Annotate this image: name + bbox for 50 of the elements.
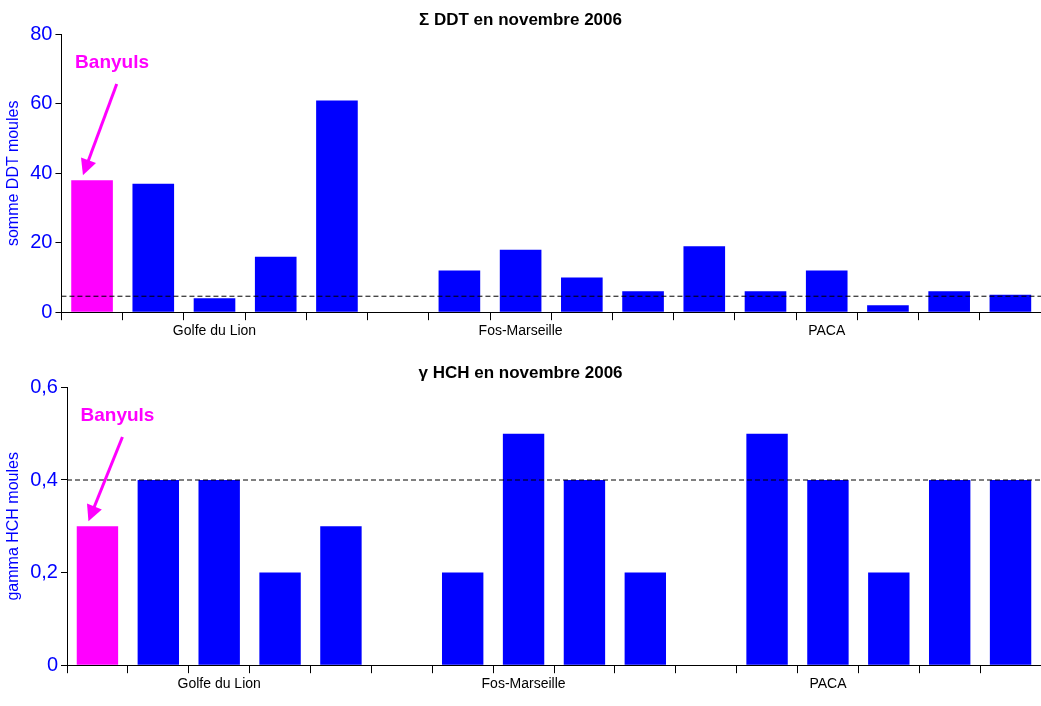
- bar: [320, 526, 362, 665]
- annotation: Banyuls: [80, 403, 155, 425]
- bar: [989, 294, 1032, 312]
- bar: [744, 291, 787, 312]
- bar: [928, 480, 971, 665]
- bar: [805, 270, 848, 312]
- y-tick-label: 80: [30, 21, 53, 44]
- bar: [807, 480, 849, 665]
- bar: [928, 291, 970, 312]
- bar: [438, 270, 481, 312]
- bar: [502, 433, 545, 665]
- bar: [683, 246, 726, 312]
- chart-title: Σ DDT en novembre 2006: [419, 9, 622, 29]
- x-tick-label: Golfe du Lion: [177, 675, 261, 692]
- bar: [989, 480, 1032, 665]
- y-tick-label: 0,6: [30, 374, 58, 397]
- bar: [622, 291, 664, 312]
- x-tick-label: PACA: [809, 675, 848, 692]
- bar: [193, 298, 236, 312]
- bar: [746, 433, 788, 665]
- bar: [254, 256, 297, 312]
- y-axis-title: somme DDT moules: [4, 100, 22, 247]
- y-tick-label: 0,4: [30, 467, 58, 490]
- y-tick-label: 0: [46, 652, 58, 675]
- bar: [76, 526, 119, 665]
- bar: [563, 480, 606, 665]
- y-axis-title: gamma HCH moules: [4, 452, 22, 601]
- x-tick-label: Fos-Marseille: [481, 675, 566, 692]
- y-tick-label: 40: [30, 160, 53, 183]
- annotation: Banyuls: [75, 50, 150, 72]
- bar: [198, 480, 240, 665]
- y-tick-label: 60: [30, 91, 53, 114]
- bar: [561, 277, 603, 312]
- bar: [624, 572, 667, 665]
- x-tick-label: PACA: [808, 322, 846, 339]
- x-tick-label: Golfe du Lion: [172, 322, 257, 339]
- bar: [441, 572, 484, 665]
- y-tick-label: 20: [30, 230, 53, 253]
- x-tick-label: Fos-Marseille: [478, 322, 563, 339]
- bar: [868, 572, 910, 665]
- bar: [867, 305, 909, 312]
- y-tick-label: 0: [41, 299, 53, 322]
- chart-title: γ HCH en novembre 2006: [418, 362, 623, 382]
- bar: [316, 100, 358, 312]
- bar: [499, 249, 542, 312]
- bar: [137, 480, 180, 665]
- bar: [71, 180, 113, 312]
- y-tick-label: 0,2: [30, 560, 58, 583]
- bar: [259, 572, 301, 665]
- bar: [132, 183, 175, 312]
